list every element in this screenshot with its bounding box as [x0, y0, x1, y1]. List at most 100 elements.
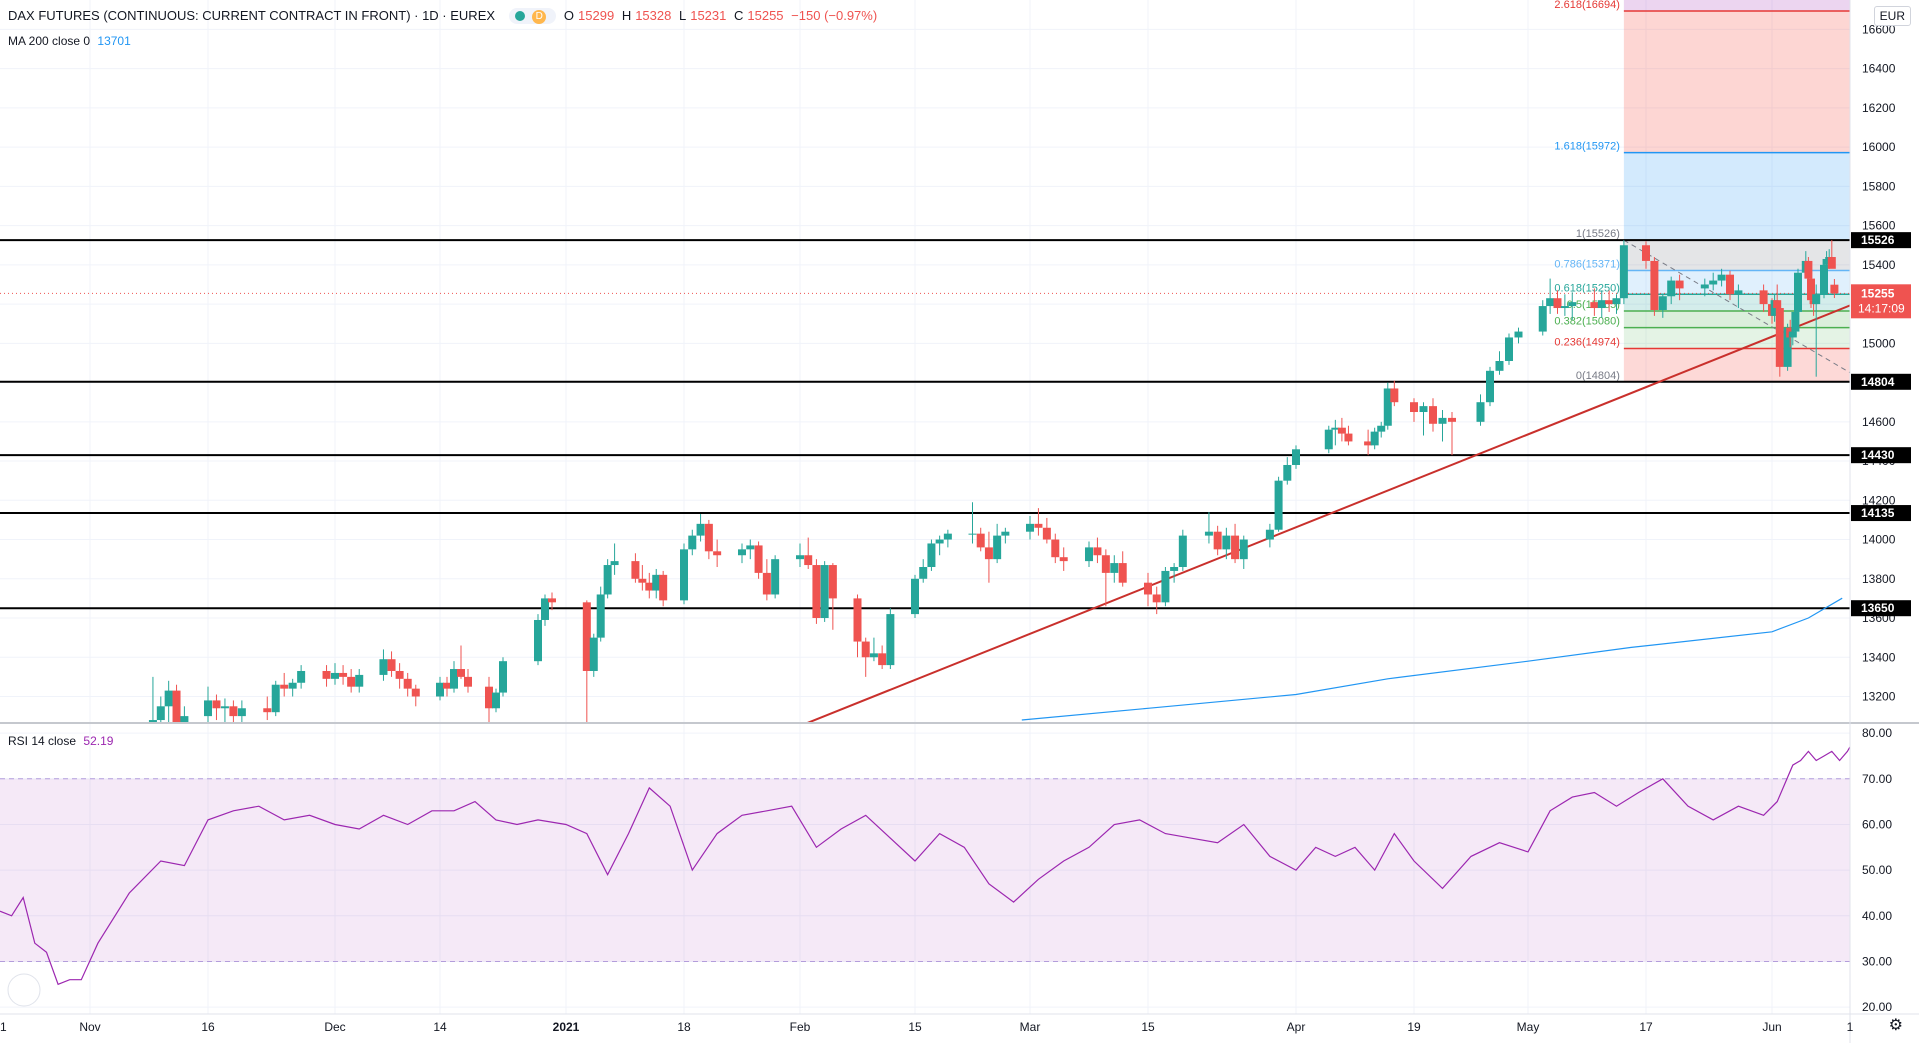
candle-body	[1101, 555, 1110, 573]
candle	[638, 565, 647, 591]
candle	[1709, 272, 1718, 291]
price-tick-label: 15000	[1862, 336, 1896, 350]
candle-body	[1283, 464, 1292, 481]
candle-body	[1152, 594, 1161, 603]
candle-body	[919, 567, 928, 579]
candle-body	[1118, 563, 1127, 583]
fib-level-label: 0.236(14974)	[1554, 336, 1619, 348]
candle	[395, 663, 404, 689]
delayed-data-badge: D	[532, 10, 547, 24]
fib-level-label: 0.786(15371)	[1554, 259, 1619, 271]
candle	[589, 633, 598, 677]
level-tag-text: 13650	[1861, 601, 1895, 615]
candle	[1364, 429, 1373, 456]
candle	[1476, 394, 1485, 426]
ma200-line	[1021, 597, 1843, 721]
candle-body	[1642, 245, 1650, 261]
candle	[968, 502, 977, 544]
candle	[631, 553, 640, 583]
rsi-legend[interactable]: RSI 14 close 52.19	[8, 734, 117, 748]
currency-button[interactable]: EUR	[1873, 6, 1911, 26]
time-tick-label: Mar	[1020, 1020, 1041, 1034]
current-price-bg	[1851, 284, 1911, 319]
candle	[1590, 288, 1599, 316]
candle-body	[331, 672, 339, 679]
candle	[1505, 333, 1513, 365]
time-tick-label: 1	[0, 1020, 7, 1034]
candle	[1419, 402, 1428, 436]
candle-body	[1794, 272, 1802, 312]
candle	[1042, 517, 1051, 544]
candle	[1650, 257, 1659, 316]
candle-body	[180, 716, 189, 722]
candle-body	[220, 706, 229, 709]
candle-body	[1658, 296, 1667, 310]
candle	[411, 684, 420, 707]
settings-gear-icon[interactable]: ⚙	[1888, 1017, 1903, 1034]
candle-body	[984, 547, 993, 560]
price-tick-label: 13200	[1862, 689, 1896, 703]
candle	[1538, 300, 1547, 336]
fib-zone	[1623, 10, 1850, 153]
candle-body	[935, 539, 944, 544]
ma-legend[interactable]: MA 200 close 0 13701	[8, 34, 135, 48]
candle-body	[1788, 331, 1797, 338]
open-label: O	[563, 8, 575, 23]
market-status[interactable]: D	[508, 8, 557, 24]
level-tag-bg	[1851, 600, 1911, 617]
low-label: L	[678, 8, 687, 23]
rsi-tick-label: 50.00	[1862, 863, 1892, 877]
candle	[1486, 366, 1494, 407]
candle	[1820, 260, 1828, 299]
fib-level-label: 0.618(15250)	[1554, 282, 1619, 294]
close-value: 15255	[747, 8, 784, 23]
candle	[355, 669, 364, 693]
candle	[680, 543, 688, 605]
candle-body	[1383, 388, 1392, 426]
candle-body	[204, 700, 212, 717]
candle-body	[1514, 331, 1523, 338]
candle-body	[754, 545, 763, 573]
candle	[878, 645, 887, 670]
candle-body	[1178, 535, 1187, 568]
price-tick-label: 15800	[1862, 179, 1896, 193]
price-tick-label: 15600	[1862, 219, 1896, 233]
level-tag-bg	[1851, 447, 1911, 464]
candle-body	[379, 659, 388, 675]
candle-body	[548, 598, 556, 603]
candle	[499, 657, 507, 697]
candle-body	[1495, 361, 1504, 371]
candle	[943, 529, 952, 548]
candle	[1178, 529, 1187, 571]
candle	[1597, 290, 1606, 318]
candle-body	[1650, 260, 1659, 310]
candle-body	[1804, 260, 1813, 279]
candle	[1726, 270, 1734, 301]
candle	[1085, 541, 1093, 568]
candle	[1101, 549, 1110, 607]
candle-body	[164, 690, 173, 707]
candle-body	[659, 574, 668, 601]
candle-body	[688, 535, 697, 550]
candle-body	[1001, 531, 1010, 536]
candle-body	[436, 682, 444, 697]
candle-body	[492, 692, 500, 709]
price-tick-label: 15400	[1862, 258, 1896, 272]
rsi-tick-label: 70.00	[1862, 772, 1892, 786]
candle-body	[1597, 300, 1606, 309]
candle-body	[1265, 529, 1274, 540]
symbol-title[interactable]: DAX FUTURES (CONTINUOUS: CURRENT CONTRAC…	[8, 8, 496, 23]
price-tick-label: 14000	[1862, 533, 1896, 547]
fib-level-label: 0(14804)	[1576, 370, 1620, 382]
candle	[1700, 278, 1709, 297]
candle	[869, 637, 878, 662]
candle	[652, 568, 661, 599]
candle-body	[1429, 406, 1437, 424]
rsi-band	[0, 778, 1850, 962]
time-tick-label: 14	[433, 1020, 447, 1034]
candle	[1734, 284, 1743, 309]
candle	[603, 559, 612, 599]
candle	[339, 665, 348, 685]
